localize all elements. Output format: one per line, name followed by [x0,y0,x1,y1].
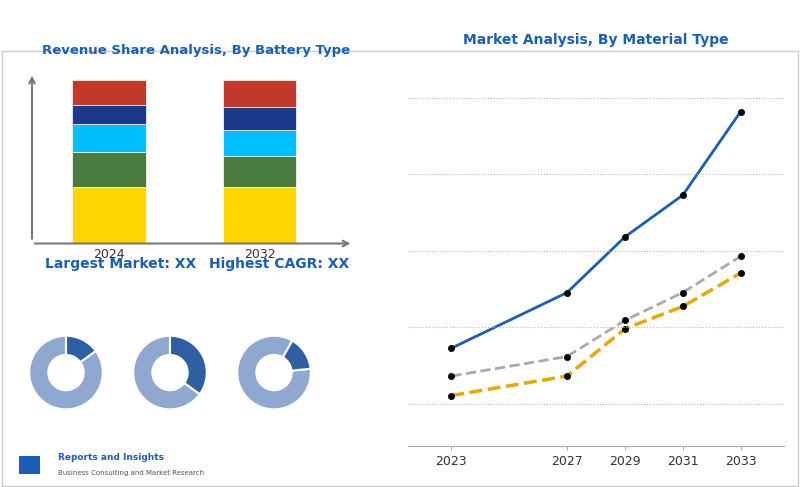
Bar [72,105,146,124]
Wedge shape [134,336,200,410]
Bar [72,124,146,152]
Bar [72,152,146,187]
Wedge shape [238,336,310,410]
Text: INDIA BATTERY MATERIALS MARKET SEGMENT ANALYSIS: INDIA BATTERY MATERIALS MARKET SEGMENT A… [10,18,477,33]
Wedge shape [30,336,102,410]
Title: Revenue Share Analysis, By Battery Type: Revenue Share Analysis, By Battery Type [42,44,350,56]
Wedge shape [170,336,206,394]
Bar [222,107,297,130]
Text: Largest Market: XX: Largest Market: XX [45,257,196,271]
Bar [222,187,297,244]
Wedge shape [283,341,310,371]
Bar [72,187,146,244]
Bar [72,80,146,105]
Bar [222,130,297,156]
Text: Reports and Insights: Reports and Insights [58,453,163,462]
Wedge shape [66,336,96,362]
Bar [222,156,297,187]
Text: Highest CAGR: XX: Highest CAGR: XX [209,257,350,271]
Bar [15,453,44,477]
Title: Market Analysis, By Material Type: Market Analysis, By Material Type [463,33,729,46]
Bar [222,80,297,107]
Text: Business Consulting and Market Research: Business Consulting and Market Research [58,470,204,476]
Bar [19,456,40,474]
